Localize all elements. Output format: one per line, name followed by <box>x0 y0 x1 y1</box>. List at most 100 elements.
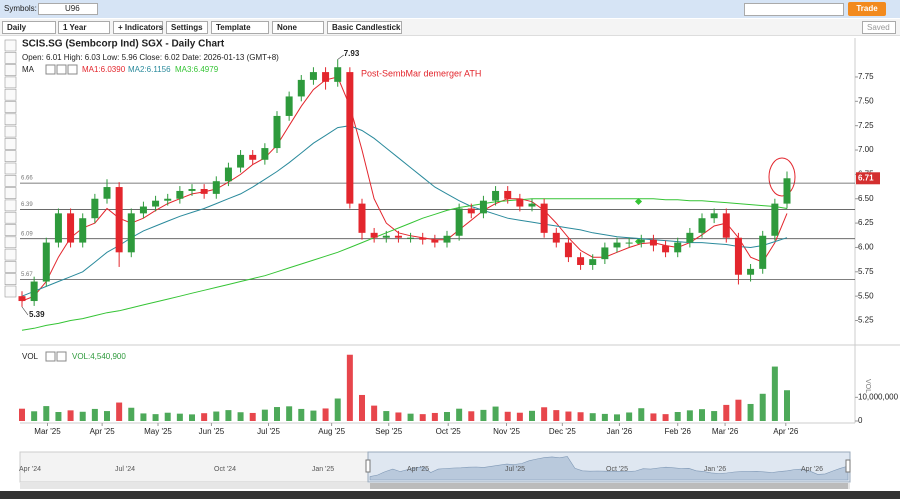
navigator-area <box>369 456 849 481</box>
candle-body <box>662 245 670 253</box>
candle-body <box>297 79 305 97</box>
volume-bar <box>286 406 293 421</box>
volume-bar <box>516 412 523 421</box>
tool-icon[interactable] <box>4 51 17 64</box>
volume-bar <box>686 410 693 421</box>
navigator-label: Oct '25 <box>606 466 628 473</box>
volume-bar <box>43 406 50 421</box>
volume-bar <box>383 411 390 421</box>
volume-bar <box>140 413 147 421</box>
volume-bar <box>104 411 110 421</box>
ma-tool[interactable] <box>45 64 56 75</box>
tool-icon[interactable] <box>4 101 17 113</box>
x-tick-label: Apr '26 <box>773 427 799 436</box>
overlay-select[interactable]: None <box>272 21 324 34</box>
tool-icon[interactable] <box>4 150 17 162</box>
volume-bar <box>19 408 25 421</box>
scrollbar-thumb[interactable] <box>370 483 848 489</box>
volume-bar <box>79 411 86 421</box>
navigator-handle[interactable] <box>845 459 851 473</box>
candle-body <box>431 239 439 243</box>
tool-icon[interactable] <box>4 76 17 89</box>
candle-body <box>674 242 682 253</box>
volume-bar <box>614 414 620 421</box>
volume-bar <box>759 393 766 421</box>
tool-icon[interactable] <box>4 138 17 150</box>
navigator-label: Jul '24 <box>115 466 135 473</box>
tool-icon[interactable] <box>4 64 17 76</box>
volume-legend: VOL:4,540,900 <box>72 352 126 361</box>
annotation: Post-SembMar demerger ATH <box>361 68 481 78</box>
tool-icon[interactable] <box>4 285 17 298</box>
tool-icon[interactable] <box>4 175 17 187</box>
volume-axis-title: VOL <box>864 379 871 393</box>
search-box[interactable] <box>744 3 844 16</box>
tool-icon[interactable] <box>4 125 17 138</box>
tool-icon[interactable] <box>4 187 17 199</box>
volume-bar <box>444 412 450 421</box>
volume-bar <box>431 412 438 421</box>
candle-body <box>443 235 451 243</box>
ma-tool[interactable] <box>56 64 67 75</box>
candle-body <box>200 189 208 194</box>
tool-icon[interactable] <box>4 224 17 236</box>
tool-icon[interactable] <box>4 88 17 101</box>
candle-body <box>419 237 427 240</box>
y-tick-label: 7.25 <box>858 121 874 130</box>
tool-icon[interactable] <box>4 113 17 126</box>
volume-bar <box>116 402 123 421</box>
template-select[interactable]: Template <box>211 21 269 34</box>
style-select[interactable]: Basic Candlestick <box>327 21 402 34</box>
candle-body <box>237 154 245 168</box>
tool-icon[interactable] <box>4 261 17 273</box>
candle-body <box>273 115 281 149</box>
tool-icon[interactable] <box>4 199 17 212</box>
volume-bar <box>395 412 402 421</box>
candle-body <box>637 239 645 243</box>
volume-bar <box>541 407 548 421</box>
tool-icon[interactable] <box>4 211 17 224</box>
y-tick-label: 7.50 <box>858 96 874 105</box>
ohlc-info: Open: 6.01 High: 6.03 Low: 5.96 Close: 6… <box>22 53 279 62</box>
volume-bar <box>589 413 596 421</box>
navigator-handle[interactable] <box>365 459 371 473</box>
tool-icon[interactable] <box>4 236 17 249</box>
ma-label: MA <box>22 65 35 74</box>
low-label: 5.39 <box>29 310 45 319</box>
trade-button[interactable]: Trade <box>848 2 886 16</box>
interval-select[interactable]: Daily <box>2 21 56 34</box>
candle-body <box>783 178 791 204</box>
ma-tool[interactable] <box>67 64 78 75</box>
tool-icon[interactable] <box>4 273 17 286</box>
candle-body <box>516 198 524 207</box>
candle-body <box>188 189 196 191</box>
x-tick-label: Dec '25 <box>549 427 576 436</box>
symbol-input[interactable]: U96 <box>38 3 98 15</box>
candle-body <box>759 235 767 269</box>
volume-tick-label: 10,000,000 <box>858 392 899 401</box>
legend-entry: MA2:6.1156 <box>128 65 171 74</box>
settings-button[interactable]: Settings <box>166 21 208 34</box>
tool-icon[interactable] <box>4 248 17 261</box>
y-tick-label: 6.50 <box>858 194 874 203</box>
tool-icon[interactable] <box>4 39 17 52</box>
volume-bar <box>152 414 159 421</box>
candle-body <box>224 167 232 182</box>
volume-bar <box>91 408 98 421</box>
range-select[interactable]: 1 Year <box>58 21 110 34</box>
candle-body <box>18 296 26 302</box>
y-tick-label: 7.00 <box>858 145 874 154</box>
saved-button[interactable]: Saved <box>862 21 896 34</box>
vol-tool[interactable] <box>56 351 67 362</box>
vol-tool[interactable] <box>45 351 56 362</box>
tool-icon[interactable] <box>4 162 17 175</box>
x-tick-label: Oct '25 <box>436 427 462 436</box>
y-tick-label: 7.75 <box>858 72 874 81</box>
volume-bar <box>419 414 426 421</box>
volume-bar <box>201 413 208 421</box>
candle-body <box>164 198 172 201</box>
volume-label: VOL <box>22 352 39 361</box>
volume-bar <box>274 407 280 421</box>
indicators-button[interactable]: + Indicators <box>113 21 163 34</box>
